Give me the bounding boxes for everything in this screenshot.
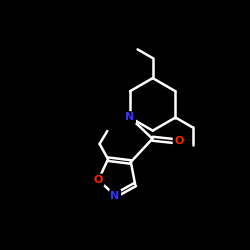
Text: O: O (174, 136, 184, 146)
Text: N: N (110, 190, 120, 200)
Text: O: O (94, 175, 103, 185)
Text: N: N (126, 112, 134, 122)
